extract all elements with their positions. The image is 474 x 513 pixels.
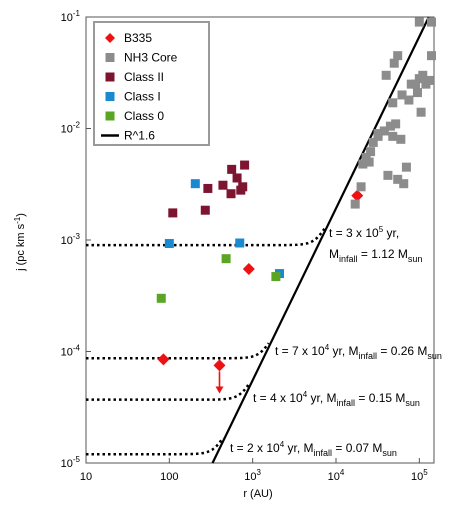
point-b335: [157, 353, 170, 366]
point-class-ii: [218, 180, 228, 190]
point-class-ii: [238, 182, 248, 192]
x-axis-label: r (AU): [243, 488, 272, 500]
model-curve: [86, 437, 225, 456]
legend-label: NH3 Core: [124, 51, 178, 65]
model-curves: [86, 226, 327, 456]
point-nh3-core: [350, 199, 360, 209]
y-tick-label: 10-3: [61, 232, 81, 247]
point-nh3-core: [379, 126, 389, 136]
power-law-line: [211, 16, 430, 464]
point-class-ii: [203, 183, 213, 193]
point-class-ii: [232, 173, 242, 183]
x-tick-label: 105: [411, 468, 428, 483]
point-nh3-core: [388, 98, 398, 108]
point-class-0: [271, 272, 281, 282]
axis-ticks: 10 100 103 104 105 10-5 10-4 10-3 10-2 10-1: [61, 9, 429, 483]
point-nh3-core: [366, 147, 376, 157]
x-tick-label: 104: [328, 468, 345, 483]
point-nh3-core: [424, 75, 434, 85]
y-tick-label: 10-5: [61, 455, 81, 470]
r-1.6-line: [211, 16, 430, 464]
point-class-ii: [226, 189, 236, 199]
point-nh3-core: [391, 119, 401, 129]
legend-marker: [105, 111, 115, 121]
point-b335: [213, 359, 226, 372]
curve-label: t = 7 x 104 yr, Minfall = 0.26 Msun: [275, 343, 442, 361]
x-tick-label: 100: [160, 471, 178, 483]
point-nh3-core: [358, 159, 368, 169]
point-nh3-core: [427, 17, 437, 27]
point-class-ii: [200, 205, 210, 215]
point-class-i: [235, 238, 245, 248]
point-nh3-core: [401, 162, 411, 172]
point-class-0: [221, 254, 231, 264]
point-class-ii: [227, 164, 237, 174]
x-tick-label: 103: [244, 468, 261, 483]
legend-marker: [105, 92, 115, 101]
point-nh3-core: [397, 90, 407, 100]
y-tick-label: 10-4: [61, 344, 81, 359]
point-b335: [351, 189, 364, 202]
data-points: [156, 17, 437, 394]
point-class-0: [156, 293, 166, 303]
point-nh3-core: [416, 107, 426, 117]
point-nh3-core: [389, 58, 399, 68]
point-nh3-core: [388, 131, 398, 141]
legend-label: Class I: [124, 90, 161, 104]
point-nh3-core: [427, 51, 437, 61]
legend-label: Class 0: [124, 109, 164, 123]
upper-limit-arrowhead: [215, 386, 224, 394]
legend-label: B335: [124, 31, 152, 45]
curve-label: t = 2 x 104 yr, Minfall = 0.07 Msun: [230, 440, 397, 458]
point-b335: [242, 262, 255, 275]
point-nh3-core: [418, 70, 428, 80]
legend-marker: [105, 72, 115, 82]
legend-label: R^1.6: [124, 129, 155, 143]
point-class-i: [190, 179, 200, 189]
point-nh3-core: [393, 174, 403, 184]
point-nh3-core: [368, 137, 378, 147]
point-nh3-core: [396, 134, 406, 144]
point-nh3-core: [404, 95, 414, 105]
point-nh3-core: [414, 17, 424, 27]
curve-label-3e5: t = 3 x 105 yr,: [329, 225, 399, 240]
legend-box: [93, 21, 210, 146]
point-nh3-core: [373, 129, 383, 139]
point-nh3-core: [383, 170, 393, 180]
y-axis-label: j (pc km s-1): [13, 213, 27, 272]
point-class-ii: [168, 208, 178, 218]
model-curve: [86, 226, 327, 247]
point-nh3-core: [356, 182, 366, 192]
point-nh3-core: [412, 88, 422, 98]
legend-marker: [105, 33, 115, 43]
curve-label: t = 4 x 104 yr, Minfall = 0.15 Msun: [253, 390, 420, 408]
legend-label: Class II: [124, 70, 164, 84]
y-tick-label: 10-1: [61, 9, 81, 24]
point-nh3-core: [399, 179, 409, 189]
point-nh3-core: [385, 121, 395, 131]
x-tick-label: 10: [80, 471, 92, 483]
curve-label-3e5-mass: Minfall = 1.12 Msun: [329, 247, 422, 264]
point-class-i: [164, 239, 174, 249]
curve-annotations: t = 3 x 105 yr, Minfall = 1.12 Msun t = 7 …: [230, 225, 442, 458]
y-tick-label: 10-2: [61, 121, 81, 136]
point-nh3-core: [393, 51, 403, 61]
point-nh3-core: [381, 70, 391, 80]
legend-marker: [105, 53, 115, 62]
point-class-ii: [240, 160, 250, 170]
point-nh3-core: [361, 152, 371, 162]
legend: B335 NH3 Core Class II Class I Class 0 R^1.6: [93, 21, 210, 146]
point-nh3-core: [364, 157, 374, 167]
point-nh3-core: [411, 79, 421, 89]
